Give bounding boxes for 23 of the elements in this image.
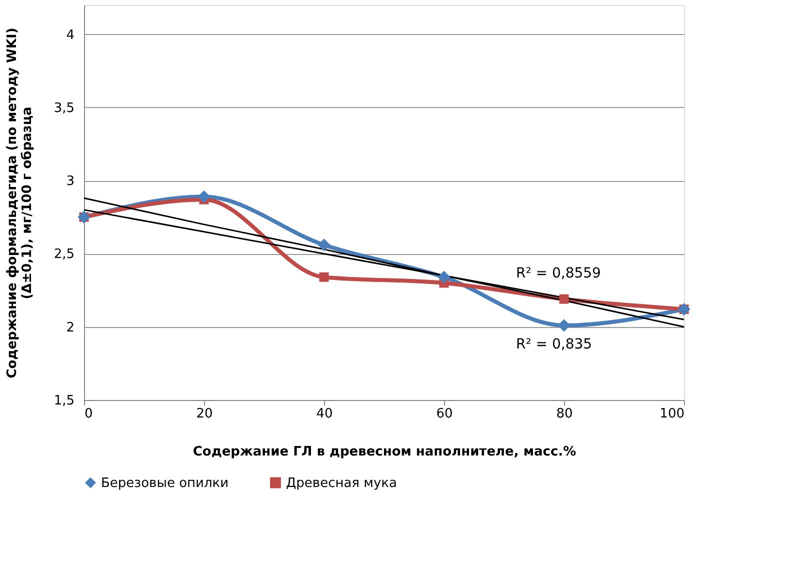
x-tick-label: 60 [436, 406, 453, 422]
x-tick-label: 80 [556, 406, 573, 422]
point [438, 270, 450, 284]
x-tick-label: 0 [84, 406, 93, 422]
point [319, 272, 329, 282]
legend-label: Древесная мука [286, 476, 397, 491]
y-tick-label: 2,5 [54, 247, 74, 262]
y-tick-label: 3,5 [54, 100, 74, 116]
point [559, 294, 569, 304]
y-axis-title: Содержание формальдегида (по методу WKI) (Δ±0,1), мг/100 г образца [4, 28, 35, 378]
y-tick-label: 2 [66, 320, 74, 336]
y-tick-label: 1,5 [54, 394, 74, 408]
legend-label: Березовые опилки [101, 476, 229, 491]
point [198, 190, 210, 203]
annotation: R² = 0,835 [516, 336, 592, 353]
y-tick-label: 4 [66, 28, 74, 43]
x-tick-label: 20 [196, 406, 213, 422]
point [318, 238, 330, 252]
y-tick-label: 3 [66, 174, 74, 190]
x-axis-title: Содержание ГЛ в древесном наполнителе, масс.% [192, 444, 576, 460]
x-tick-label: 40 [316, 406, 333, 422]
x-tick-label: 100 [660, 406, 684, 422]
annotation: R² = 0,8559 [516, 266, 601, 282]
